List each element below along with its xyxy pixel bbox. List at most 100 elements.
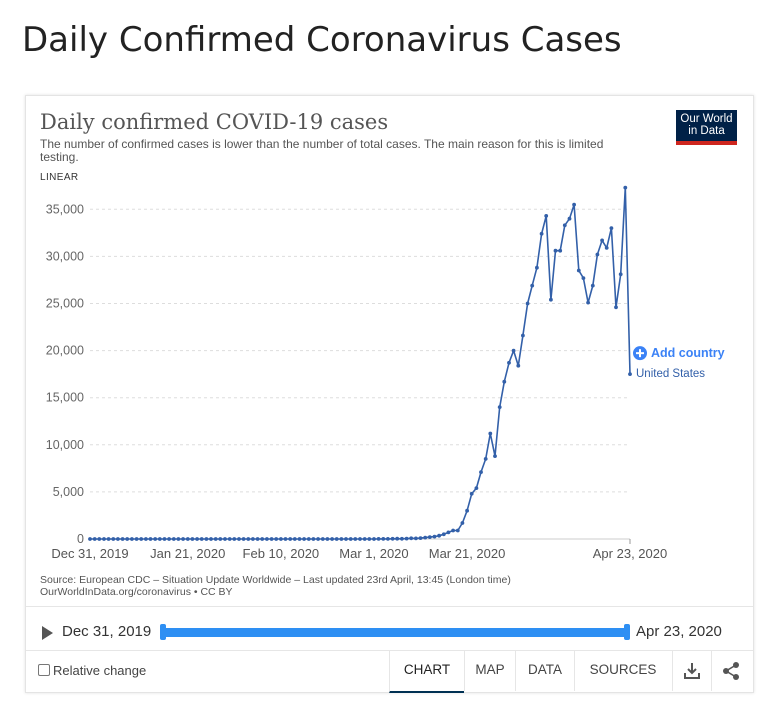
data-point	[171, 537, 176, 541]
chart-subtitle: The number of confirmed cases is lower t…	[40, 137, 604, 164]
relative-change-label[interactable]: Relative change	[53, 663, 147, 678]
tab-data[interactable]: DATA	[515, 651, 574, 691]
data-point	[209, 537, 213, 541]
data-point	[144, 537, 148, 541]
data-point	[274, 537, 279, 541]
data-point	[269, 537, 274, 541]
data-point	[292, 537, 297, 541]
data-point	[400, 536, 404, 541]
data-point	[311, 537, 316, 541]
y-tick-label: 20,000	[46, 344, 84, 358]
data-point	[618, 272, 623, 277]
data-point	[213, 537, 218, 541]
logo-line2: in Data	[688, 125, 725, 137]
x-tick-label: Mar 1, 2020	[339, 546, 408, 561]
y-tick-label: 0	[77, 532, 84, 546]
data-point	[106, 537, 111, 541]
data-point	[348, 537, 353, 541]
data-point	[418, 536, 423, 540]
data-point	[530, 283, 535, 288]
tab-map[interactable]: MAP	[464, 651, 515, 691]
data-point	[241, 537, 246, 541]
data-point	[120, 537, 125, 541]
owid-logo[interactable]: Our World in Data	[676, 110, 737, 145]
x-tick-label: Jan 21, 2020	[150, 546, 225, 561]
data-point	[460, 521, 465, 525]
data-point	[157, 537, 162, 541]
data-point	[390, 536, 395, 541]
play-icon[interactable]	[42, 626, 53, 640]
data-point	[441, 532, 446, 537]
data-point	[488, 431, 493, 436]
data-point	[116, 537, 120, 541]
chart-card: Daily confirmed COVID-19 cases The numbe…	[25, 95, 754, 693]
timeline: Dec 31, 2019 Apr 23, 2020	[26, 606, 753, 651]
x-tick-label: Feb 10, 2020	[243, 546, 320, 561]
data-point	[232, 537, 237, 541]
data-point	[386, 537, 390, 541]
y-tick-label: 30,000	[46, 249, 84, 263]
data-point	[148, 537, 153, 541]
line-chart: 0 5,000 10,000 15,000 20,000 25,000 30,000 35,0…	[46, 185, 725, 561]
data-point	[572, 202, 576, 207]
data-point	[581, 276, 586, 280]
data-point	[469, 491, 474, 496]
x-tick-label: Apr 23, 2020	[593, 546, 667, 561]
data-point	[251, 537, 255, 541]
data-point	[609, 226, 614, 231]
data-point	[381, 537, 386, 541]
data-point	[432, 534, 437, 539]
tab-sources[interactable]: SOURCES	[574, 651, 671, 691]
data-point	[409, 536, 414, 541]
data-point	[446, 530, 451, 535]
data-point	[576, 268, 581, 273]
data-point	[246, 537, 251, 541]
timeline-start-label: Dec 31, 2019	[62, 623, 152, 640]
data-point	[218, 537, 223, 541]
data-point	[586, 300, 590, 305]
data-point	[297, 537, 302, 541]
data-point	[358, 537, 362, 541]
data-point	[330, 537, 334, 541]
share-icon	[723, 662, 739, 680]
data-point	[185, 537, 190, 541]
share-button[interactable]	[711, 651, 750, 691]
data-point	[283, 537, 288, 541]
license-line[interactable]: OurWorldInData.org/coronavirus • CC BY	[40, 586, 233, 598]
relative-change-checkbox[interactable]	[38, 664, 50, 676]
data-point	[562, 223, 567, 228]
data-point	[162, 537, 167, 541]
data-point	[483, 457, 488, 461]
data-point	[339, 537, 344, 541]
data-point	[334, 537, 339, 541]
data-point	[423, 535, 428, 540]
y-tick-label: 10,000	[46, 438, 84, 452]
data-point	[479, 470, 483, 474]
data-point	[288, 537, 293, 541]
timeline-end-handle[interactable]	[624, 624, 630, 640]
sources-line[interactable]: Source: European CDC – Situation Update …	[40, 574, 511, 586]
data-point	[507, 360, 511, 365]
scale-selector[interactable]: LINEAR	[40, 172, 79, 183]
logo-line1: Our World	[680, 113, 733, 125]
data-point	[237, 537, 241, 541]
chart-title: Daily confirmed COVID-19 cases	[40, 110, 389, 134]
sources-note: Source: European CDC – Situation Update …	[40, 574, 511, 598]
data-point	[628, 372, 632, 376]
data-point	[139, 537, 144, 541]
timeline-start-handle[interactable]	[160, 624, 166, 640]
data-point	[427, 535, 432, 539]
tab-chart[interactable]: CHART	[389, 651, 464, 693]
data-point	[553, 248, 558, 253]
data-point	[204, 537, 209, 541]
data-point	[372, 537, 376, 541]
data-point	[590, 283, 595, 288]
controls-bar: Relative change CHART MAP DATA SOURCES	[26, 650, 753, 693]
data-point	[367, 537, 372, 541]
page-title: Daily Confirmed Coronavirus Cases	[22, 20, 622, 60]
data-point	[539, 231, 544, 236]
add-country-button[interactable]: Add country	[651, 346, 725, 360]
timeline-slider-track[interactable]	[162, 628, 628, 637]
data-point	[451, 528, 455, 533]
download-button[interactable]	[672, 651, 711, 691]
